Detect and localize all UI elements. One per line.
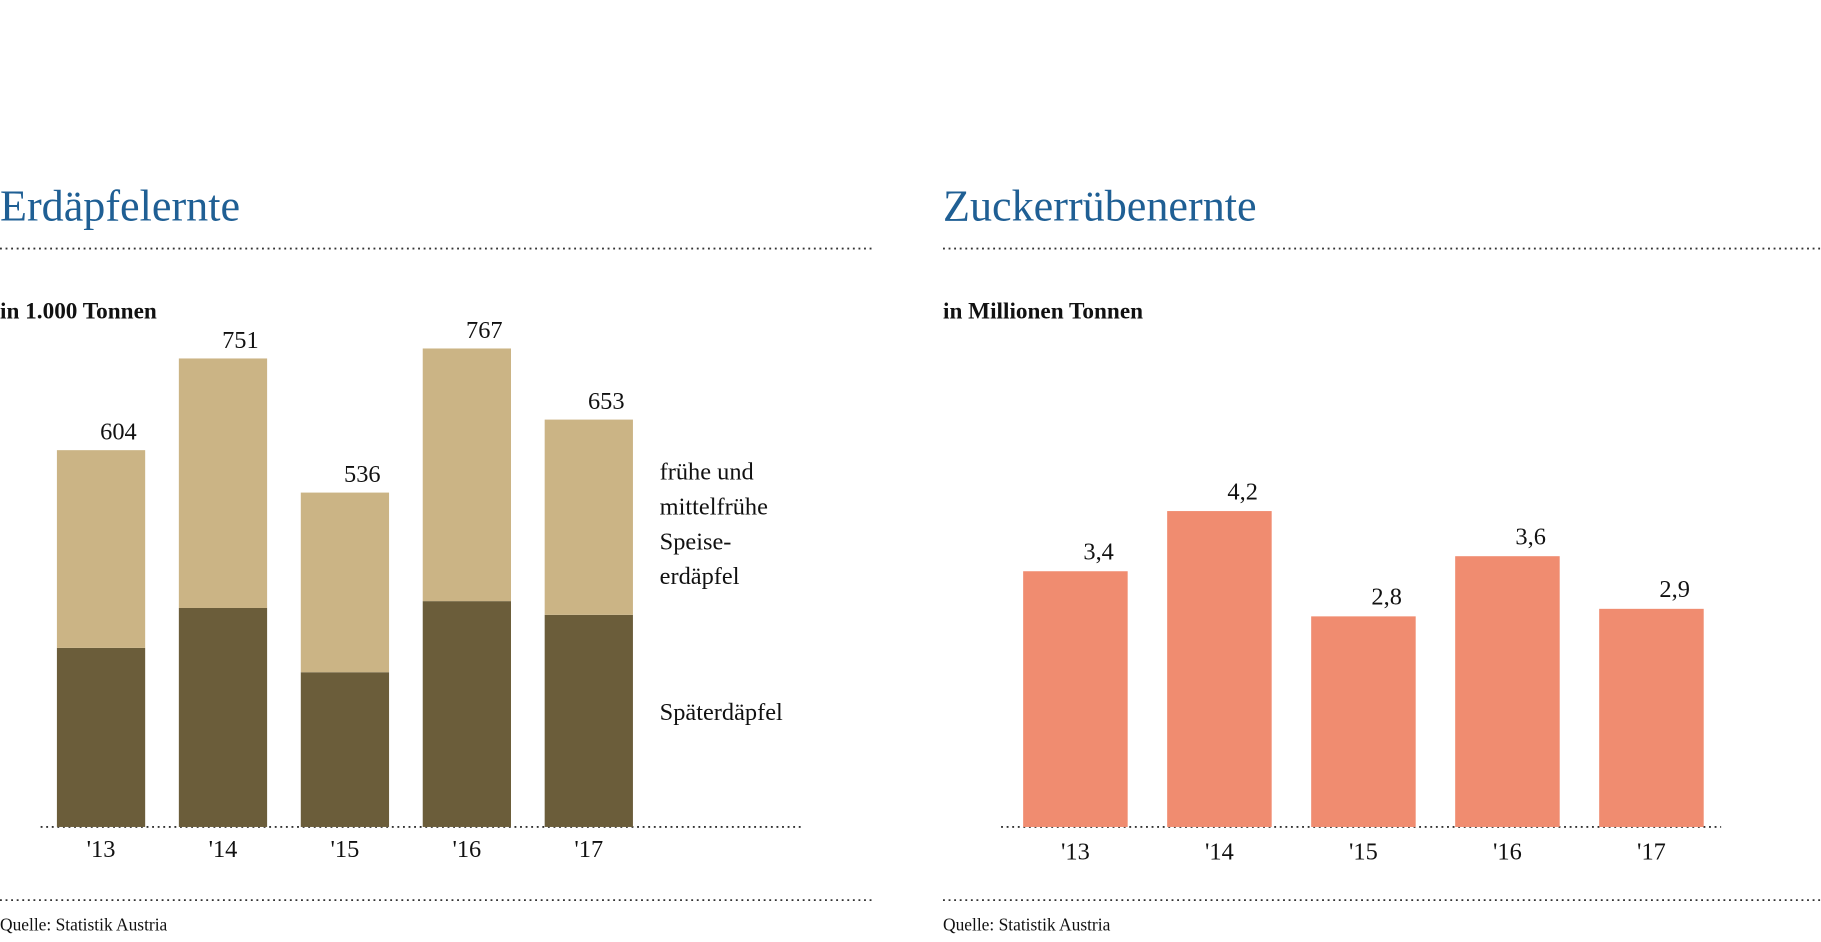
bar-segment bbox=[178, 358, 268, 608]
bar-segment bbox=[422, 601, 511, 827]
chart-title: Zuckerrübenernte bbox=[943, 182, 1257, 231]
total-label: 604 bbox=[100, 419, 137, 446]
value-label: 3,4 bbox=[1083, 539, 1113, 566]
source: Quelle: Statistik Austria bbox=[0, 914, 168, 934]
bar-segment bbox=[56, 647, 146, 827]
bar bbox=[1311, 616, 1416, 827]
value-label: 2,8 bbox=[1371, 584, 1401, 611]
total-label: 767 bbox=[466, 317, 503, 344]
x-tick-label: '13 bbox=[1061, 838, 1090, 865]
x-tick-label: '14 bbox=[1205, 838, 1234, 865]
x-tick-label: '16 bbox=[452, 836, 481, 863]
value-label: 2,9 bbox=[1659, 576, 1689, 603]
x-tick-label: '15 bbox=[1349, 838, 1378, 865]
x-tick-label: '16 bbox=[1493, 838, 1522, 865]
x-tick-label: '17 bbox=[1637, 838, 1666, 865]
legend-label: erdäpfel bbox=[660, 563, 740, 590]
subtitle: in Millionen Tonnen bbox=[943, 298, 1143, 324]
bar bbox=[1599, 608, 1704, 827]
legend-label: Speise- bbox=[660, 528, 732, 555]
x-tick-label: '15 bbox=[331, 836, 360, 863]
total-label: 751 bbox=[222, 327, 259, 354]
bar-segment bbox=[300, 672, 390, 827]
x-tick-label: '14 bbox=[209, 836, 238, 863]
bar-segment bbox=[544, 419, 633, 615]
x-tick-label: '13 bbox=[87, 836, 116, 863]
bar bbox=[1023, 571, 1128, 827]
bar-segment bbox=[544, 614, 633, 827]
legend-label: mittelfrühe bbox=[660, 494, 768, 521]
total-label: 536 bbox=[344, 461, 381, 488]
total-label: 653 bbox=[588, 388, 625, 415]
legend-label: Späterdäpfel bbox=[660, 699, 783, 726]
bar bbox=[1455, 556, 1560, 827]
x-tick-label: '17 bbox=[574, 836, 603, 863]
bar-segment bbox=[178, 607, 268, 827]
bar-segment bbox=[56, 450, 146, 648]
chart-title: Erdäpfelernte bbox=[0, 182, 240, 231]
bar bbox=[1167, 511, 1272, 827]
legend-label: frühe und bbox=[660, 459, 754, 486]
value-label: 4,2 bbox=[1227, 478, 1257, 505]
bar-segment bbox=[300, 492, 390, 673]
value-label: 3,6 bbox=[1515, 524, 1545, 551]
subtitle: in 1.000 Tonnen bbox=[0, 298, 157, 324]
bar-segment bbox=[422, 348, 511, 602]
source: Quelle: Statistik Austria bbox=[943, 914, 1111, 934]
